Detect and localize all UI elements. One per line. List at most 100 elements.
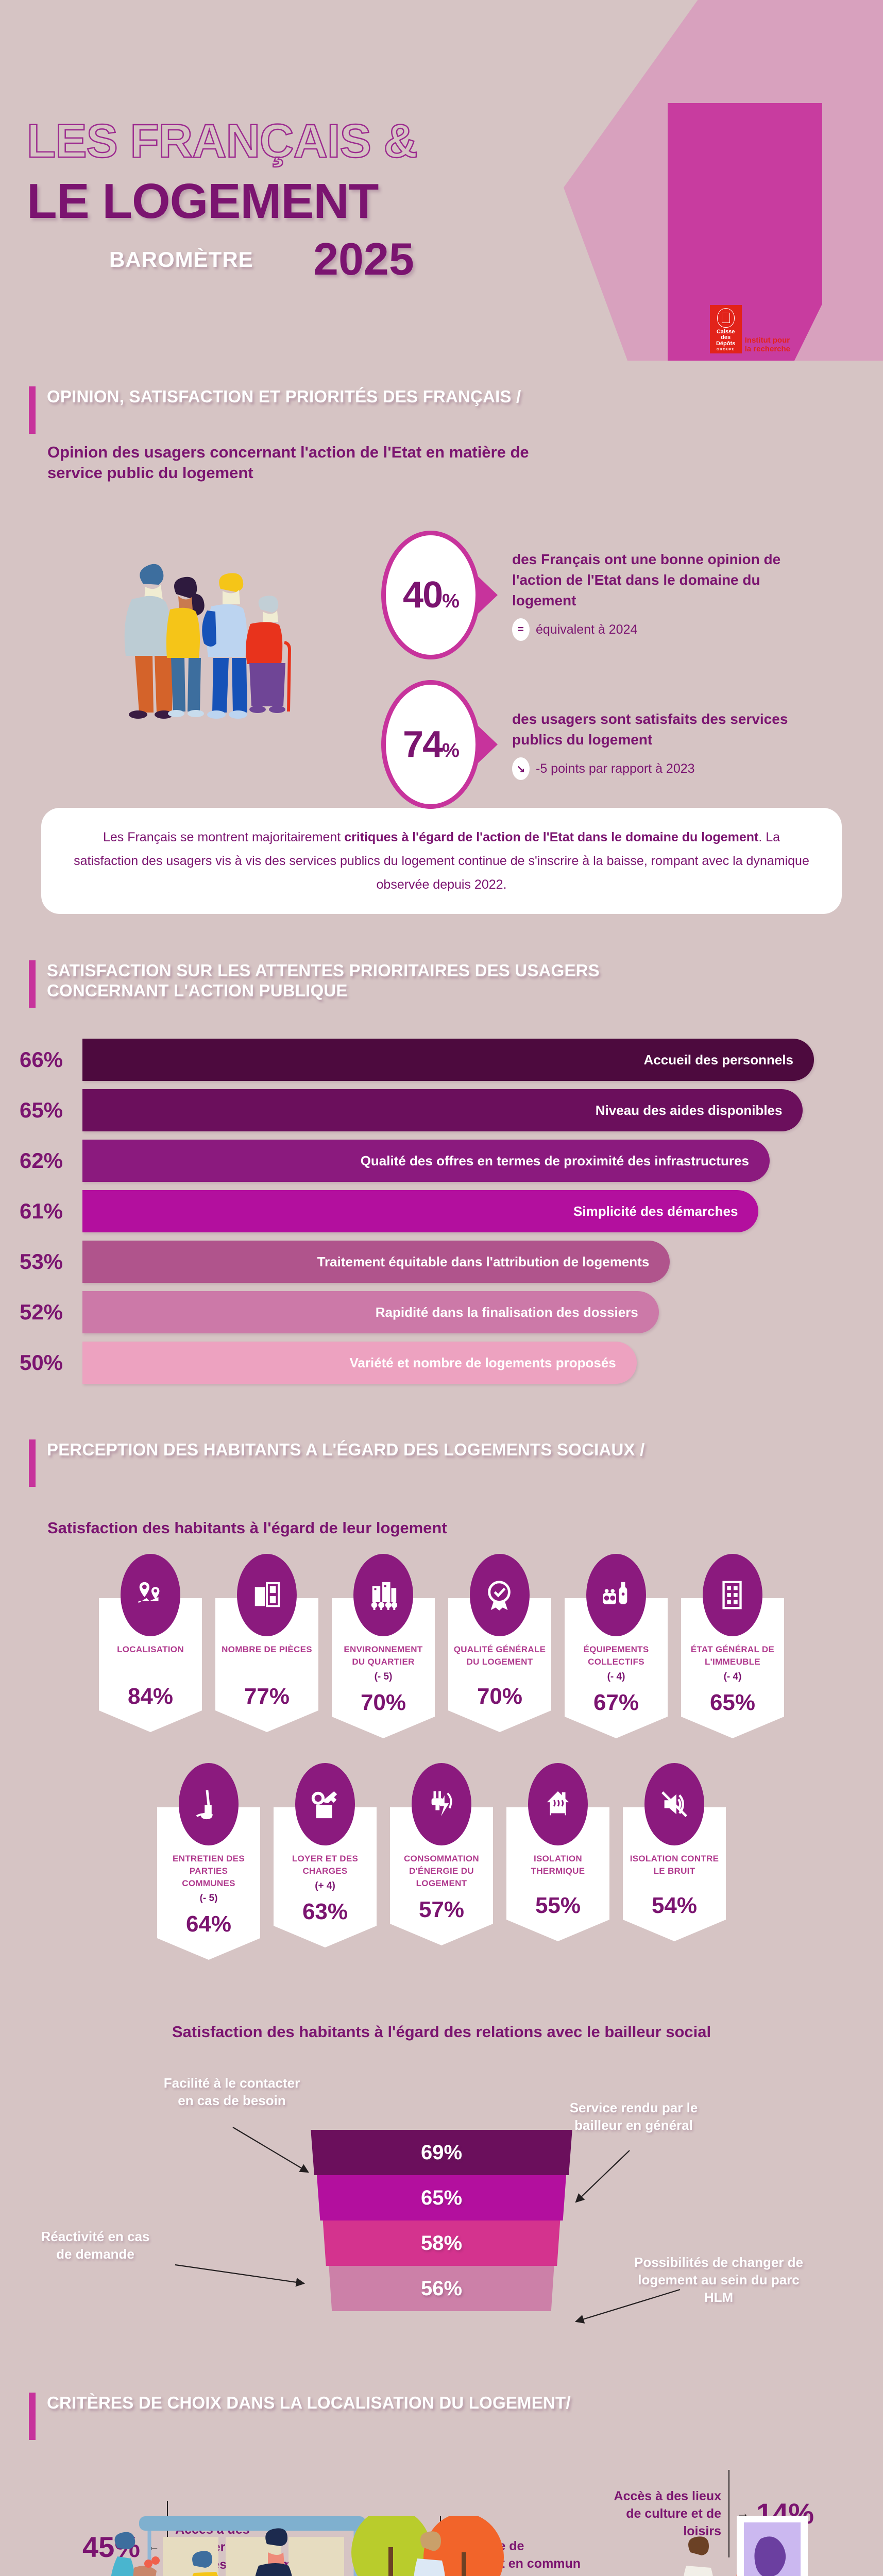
section-bailleur: Satisfaction des habitants à l'égard des… xyxy=(0,1960,883,2362)
bar-row: 50% Variété et nombre de logements propos… xyxy=(0,1342,883,1384)
bar-value-label: 52% xyxy=(19,1300,63,1324)
perception-card-label: ISOLATION CONTRE LE BRUIT xyxy=(630,1854,719,1876)
arrow-down-right-icon: ↘ xyxy=(512,757,530,780)
institut-line2: la recherche xyxy=(744,345,790,353)
criteria-rule xyxy=(728,2470,729,2557)
thermal-house-icon xyxy=(528,1763,588,1845)
cdc-seal-icon xyxy=(717,308,735,328)
perception-card-label: ISOLATION THERMIQUE xyxy=(531,1854,585,1876)
section-opinion-title: OPINION, SATISFACTION ET PRIORITÉS DES F… xyxy=(29,386,883,434)
stat-trend-40: = équivalent à 2024 xyxy=(512,618,801,641)
section-bars-heading: SATISFACTION SUR LES ATTENTES PRIORITAIR… xyxy=(47,961,600,1000)
bar-row: 62% Qualité des offres en termes de proxi… xyxy=(0,1140,883,1182)
perception-card-value: 54% xyxy=(651,1893,698,1918)
perception-card-value: 77% xyxy=(244,1684,290,1709)
stat-bubble-40: 40% xyxy=(381,531,480,659)
perception-card: QUALITÉ GÉNÉRALE DU LOGEMENT 70% xyxy=(448,1554,551,1738)
stat-pct-40: % xyxy=(442,590,460,612)
section-accent-bar xyxy=(29,2393,36,2440)
perception-card-delta: (- 4) xyxy=(607,1671,625,1682)
section-opinion: OPINION, SATISFACTION ET PRIORITÉS DES F… xyxy=(0,361,883,914)
perception-card: CONSOMMATION D'ÉNERGIE DU LOGEMENT 57% xyxy=(390,1763,493,1960)
stat-text-40: des Français ont une bonne opinion de l'… xyxy=(512,551,781,608)
stat-row-74: 74% des usagers sont satisfaits des serv… xyxy=(381,680,801,809)
section-satisfaction-bars: SATISFACTION SUR LES ATTENTES PRIORITAIR… xyxy=(0,914,883,1384)
perception-card-value: 70% xyxy=(360,1690,406,1715)
page-title-outline: LES FRANÇAIS & xyxy=(26,114,418,168)
equals-icon: = xyxy=(512,618,530,641)
bar-category-label: Traitement équitable dans l'attribution … xyxy=(317,1253,650,1269)
bar-category-label: Niveau des aides disponibles xyxy=(595,1102,783,1118)
perception-card-value: 55% xyxy=(535,1893,581,1918)
stat-trend-label-74: -5 points par rapport à 2023 xyxy=(536,761,695,776)
stat-value-40: 40 xyxy=(403,574,443,616)
bar-value-label: 50% xyxy=(19,1350,63,1375)
section-bailleur-subheading: Satisfaction des habitants à l'égard des… xyxy=(172,2023,711,2041)
collective-equipment-icon xyxy=(586,1554,646,1636)
perception-card-label: CONSOMMATION D'ÉNERGIE DU LOGEMENT xyxy=(404,1854,479,1888)
section-opinion-subheading: Opinion des usagers concernant l'action … xyxy=(47,443,529,482)
cdc-logo-box: Caisse des Dépôts GROUPE xyxy=(709,304,742,353)
perception-cards-row-2: ENTRETIEN DES PARTIES COMMUNES (- 5) 64% LO… xyxy=(0,1763,883,1960)
hero-shape-dark xyxy=(668,103,822,361)
quality-badge-icon xyxy=(470,1554,530,1636)
bar-row: 52% Rapidité dans la finalisation des dos… xyxy=(0,1291,883,1333)
perception-card: ÉQUIPEMENTS COLLECTIFS (- 4) 67% xyxy=(565,1554,668,1738)
bar-category-label: Accueil des personnels xyxy=(643,1052,793,1067)
page-header: LES FRANÇAIS & LE LOGEMENT BAROMÈTRE 202… xyxy=(0,0,883,361)
bar-segment: Rapidité dans la finalisation des dossie… xyxy=(82,1291,659,1333)
bar-value-label: 66% xyxy=(19,1047,63,1072)
funnel-segment: 69% xyxy=(311,2130,572,2175)
perception-card: ENTRETIEN DES PARTIES COMMUNES (- 5) 64% xyxy=(157,1763,260,1960)
callout-opinion: Les Français se montrent majoritairement… xyxy=(41,808,842,914)
callout-opinion-post: . La satisfaction des usagers vis à vis … xyxy=(74,830,809,892)
perception-card-body: ISOLATION CONTRE LE BRUIT 54% xyxy=(623,1807,726,1941)
section-perception-title: PERCEPTION DES HABITANTS A L'ÉGARD DES L… xyxy=(29,1439,883,1487)
perception-card-label: LOCALISATION xyxy=(117,1645,184,1654)
callout-opinion-pre: Les Français se montrent majoritairement xyxy=(103,830,345,844)
bar-value-label: 65% xyxy=(19,1098,63,1122)
funnel-note-1: Facilité à le contacter en cas de besoin xyxy=(163,2075,300,2108)
page-subtitle-barometre: BAROMÈTRE xyxy=(109,247,253,272)
perception-card-delta: (- 5) xyxy=(199,1893,218,1904)
section-criteres-heading: CRITÈRES DE CHOIX DANS LA LOCALISATION D… xyxy=(47,2393,571,2412)
perception-card-value: 70% xyxy=(477,1684,523,1709)
page-title-solid: LE LOGEMENT xyxy=(27,174,379,229)
location-pin-icon xyxy=(121,1554,180,1636)
bar-segment: Simplicité des démarches xyxy=(82,1190,759,1232)
criteria-14: Accès à des lieux de culture et de loisi… xyxy=(613,2470,814,2557)
perception-card: NOMBRE DE PIÈCES 77% xyxy=(215,1554,318,1738)
bar-category-label: Qualité des offres en termes de proximit… xyxy=(360,1153,749,1168)
funnel-segment: 65% xyxy=(316,2175,567,2221)
section-opinion-heading: OPINION, SATISFACTION ET PRIORITÉS DES F… xyxy=(47,387,521,406)
street-scene-illustration xyxy=(62,2508,824,2576)
cdc-name-line2: des Dépôts xyxy=(716,334,736,347)
bar-segment: Traitement équitable dans l'attribution … xyxy=(82,1241,670,1283)
section-perception: PERCEPTION DES HABITANTS A L'ÉGARD DES L… xyxy=(0,1392,883,1960)
funnel-segment: 58% xyxy=(322,2221,561,2266)
institut-line1: Institut pour xyxy=(744,336,790,345)
bar-segment: Niveau des aides disponibles xyxy=(82,1089,803,1131)
stat-bubble-74: 74% xyxy=(381,680,480,809)
perception-card-value: 67% xyxy=(593,1690,639,1715)
key-icon xyxy=(295,1763,355,1845)
cdc-name-line1: Caisse xyxy=(716,328,735,335)
perception-card-value: 65% xyxy=(709,1690,756,1715)
stat-row-40: 40% des Français ont une bonne opinion d… xyxy=(381,531,801,659)
bar-segment: Accueil des personnels xyxy=(82,1039,814,1081)
bar-row: 61% Simplicité des démarches xyxy=(0,1190,883,1232)
bar-category-label: Variété et nombre de logements proposés xyxy=(349,1354,616,1370)
section-perception-subheading: Satisfaction des habitants à l'égard de … xyxy=(47,1519,447,1537)
perception-card: LOYER ET DES CHARGES (+ 4) 63% xyxy=(274,1763,377,1960)
perception-card-label: ENTRETIEN DES PARTIES COMMUNES xyxy=(173,1854,245,1888)
perception-card-value: 84% xyxy=(127,1684,174,1709)
perception-card: ENVIRONNEMENT DU QUARTIER (- 5) 70% xyxy=(332,1554,435,1738)
section-perception-heading: PERCEPTION DES HABITANTS A L'ÉGARD DES L… xyxy=(47,1440,645,1459)
section-bars-title: SATISFACTION SUR LES ATTENTES PRIORITAIR… xyxy=(29,960,883,1008)
perception-card-delta: (- 5) xyxy=(374,1671,393,1682)
cdc-logo: Caisse des Dépôts GROUPE Institut pour l… xyxy=(709,304,790,353)
building-icon xyxy=(703,1554,762,1636)
perception-card: ÉTAT GÉNÉRAL DE L'IMMEUBLE (- 4) 65% xyxy=(681,1554,784,1738)
bar-value-label: 61% xyxy=(19,1199,63,1223)
